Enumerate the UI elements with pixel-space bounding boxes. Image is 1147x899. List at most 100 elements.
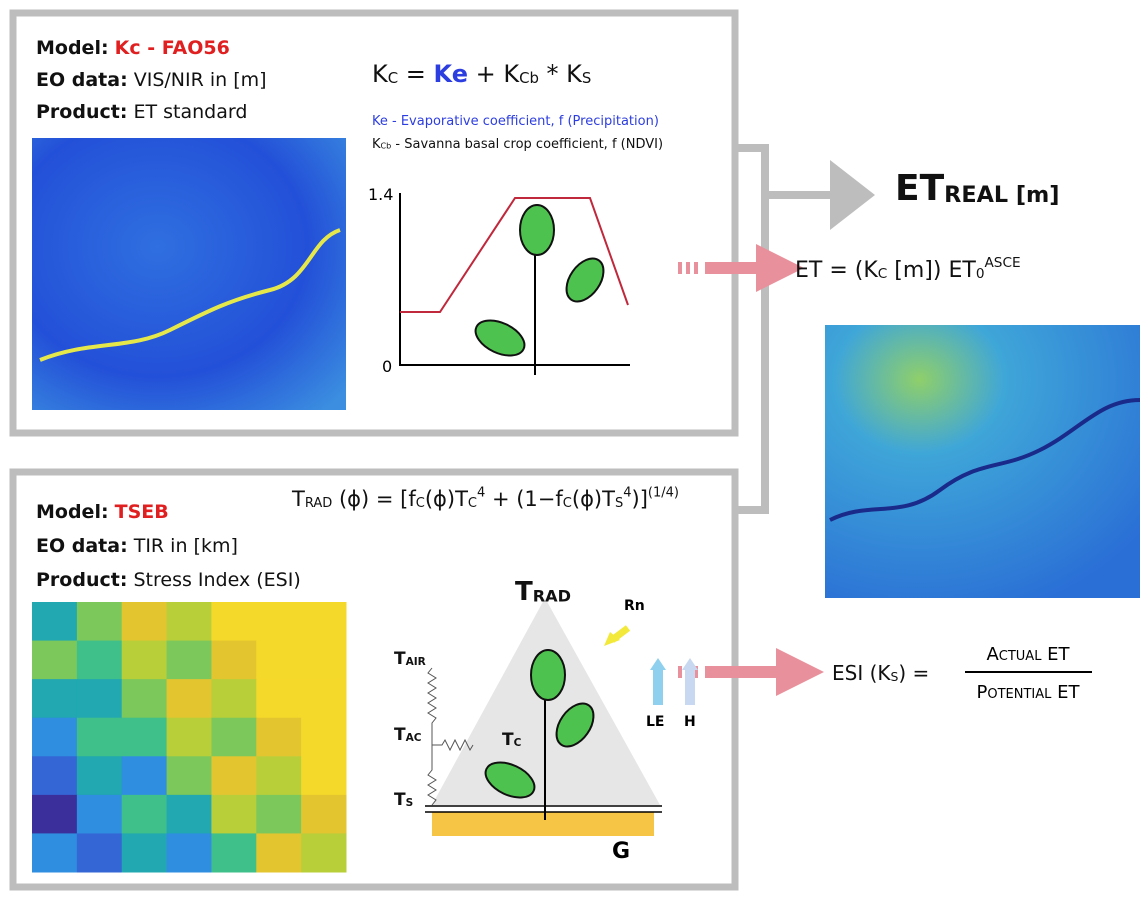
connectors <box>737 144 830 514</box>
esi-pixel <box>166 602 212 642</box>
formula-part: S <box>406 797 414 809</box>
esi-pixel <box>166 717 212 757</box>
esi-pixel <box>256 602 302 642</box>
esi-pixel <box>301 640 347 680</box>
formula-part: AC <box>406 732 422 744</box>
esi-pixel <box>301 833 347 873</box>
esi-pixel <box>166 679 212 719</box>
esi-pixel <box>76 679 123 719</box>
esi-pixel <box>301 679 347 719</box>
esi-pixel <box>211 602 257 642</box>
formula-part: ET = (K <box>795 258 878 283</box>
esi-pixel <box>211 756 257 796</box>
model-line: Model: Kc - FAO56 <box>36 37 230 59</box>
formula-part: - Savanna basal crop coefficient, f (NDV… <box>391 137 663 152</box>
formula-part: C <box>878 266 888 282</box>
vis-nir-map <box>32 138 346 410</box>
esi-pixel <box>301 602 347 642</box>
formula-part: T <box>515 577 533 607</box>
formula-part: ) = <box>898 661 929 685</box>
esi-pixel <box>121 640 168 680</box>
esi-pixel <box>301 794 347 834</box>
formula-part: T <box>394 649 406 669</box>
esi-pixel <box>76 602 123 642</box>
esi-pixel <box>76 717 123 757</box>
et-formula: ET = (KC [m]) ET0ASCE <box>795 255 1021 283</box>
formula-part: Ke <box>434 60 468 88</box>
formula-part: 0 <box>976 266 985 282</box>
formula-part: C <box>468 496 477 511</box>
formula-part: T <box>394 790 406 810</box>
eo-line: EO data: VIS/NIR in [m] <box>36 69 267 91</box>
t-c: TC <box>502 730 522 750</box>
esi-pixel <box>166 756 212 796</box>
formula-part: C <box>514 737 522 749</box>
kc-chart <box>399 193 630 375</box>
axis-max: 1.4 <box>368 185 393 204</box>
esi-pixel <box>211 794 257 834</box>
formula-part: K <box>372 60 389 88</box>
esi-pixel <box>121 717 168 757</box>
et-map <box>825 325 1140 598</box>
formula-part: ESI (K <box>832 661 891 685</box>
esi-pixel <box>32 679 78 719</box>
esi-pixel <box>256 756 302 796</box>
formula-part: S <box>891 669 899 684</box>
model-line: Model: TSEB <box>36 501 169 523</box>
esi-pixel <box>166 833 212 873</box>
esi-pixel <box>166 640 212 680</box>
formula-part: Cb <box>381 142 392 151</box>
formula-part: S <box>615 496 623 511</box>
formula-part: K <box>372 137 381 152</box>
formula-part: C <box>388 69 398 87</box>
kcb-legend: KCb - Savanna basal crop coefficient, f … <box>372 137 663 152</box>
esi-pixel <box>211 679 257 719</box>
axis-min: 0 <box>382 357 392 376</box>
esi-pixel <box>166 794 212 834</box>
esi-pixel <box>121 602 168 642</box>
esi-pixel <box>211 833 257 873</box>
formula-part: + (1−f <box>485 487 563 511</box>
rn-label: Rn <box>624 598 645 614</box>
formula-part: 4 <box>477 486 485 501</box>
river <box>39 228 341 362</box>
esi-left: ESI (KS) = <box>832 661 929 685</box>
le-label: LE <box>646 714 664 730</box>
formula-part: T <box>291 487 305 511</box>
formula-part: T <box>394 725 406 745</box>
kc-formula: KC = Ke + KCb * KS <box>372 60 591 88</box>
formula-part: C <box>416 496 425 511</box>
esi-numerator: Actual ET <box>986 644 1070 665</box>
esi-pixel <box>121 679 168 719</box>
formula-part: (ϕ)T <box>425 487 468 511</box>
esi-pixel <box>76 833 123 873</box>
esi-pixel <box>256 833 302 873</box>
tseb-diagram <box>425 598 698 836</box>
product-line: Product: ET standard <box>36 101 247 123</box>
formula-part: (1/4) <box>648 486 679 501</box>
formula-part: T <box>502 730 514 750</box>
esi-denominator: Potential ET <box>977 682 1081 703</box>
formula-part: (ϕ) = [f <box>332 487 416 511</box>
formula-part: 4 <box>623 486 631 501</box>
formula-part: (ϕ)T <box>572 487 615 511</box>
formula-part: REAL [m] <box>944 182 1059 208</box>
t-ac: TAC <box>394 725 422 745</box>
formula-part: C <box>563 496 572 511</box>
formula-part: S <box>582 69 591 87</box>
formula-part: Cb <box>519 69 539 87</box>
esi-pixel <box>76 794 123 834</box>
formula-part: [m]) ET <box>887 258 976 283</box>
esi-pixel <box>121 756 168 796</box>
esi-pixel <box>32 602 78 642</box>
formula-part: )] <box>632 487 648 511</box>
esi-pixel <box>76 640 123 680</box>
esi-pixel <box>211 640 257 680</box>
esi-pixel <box>121 833 168 873</box>
esi-pixel <box>256 717 302 757</box>
esi-pixel <box>32 794 78 834</box>
formula-part: * K <box>539 60 583 88</box>
gray-arrow <box>830 160 875 230</box>
t-s: TS <box>394 790 413 810</box>
